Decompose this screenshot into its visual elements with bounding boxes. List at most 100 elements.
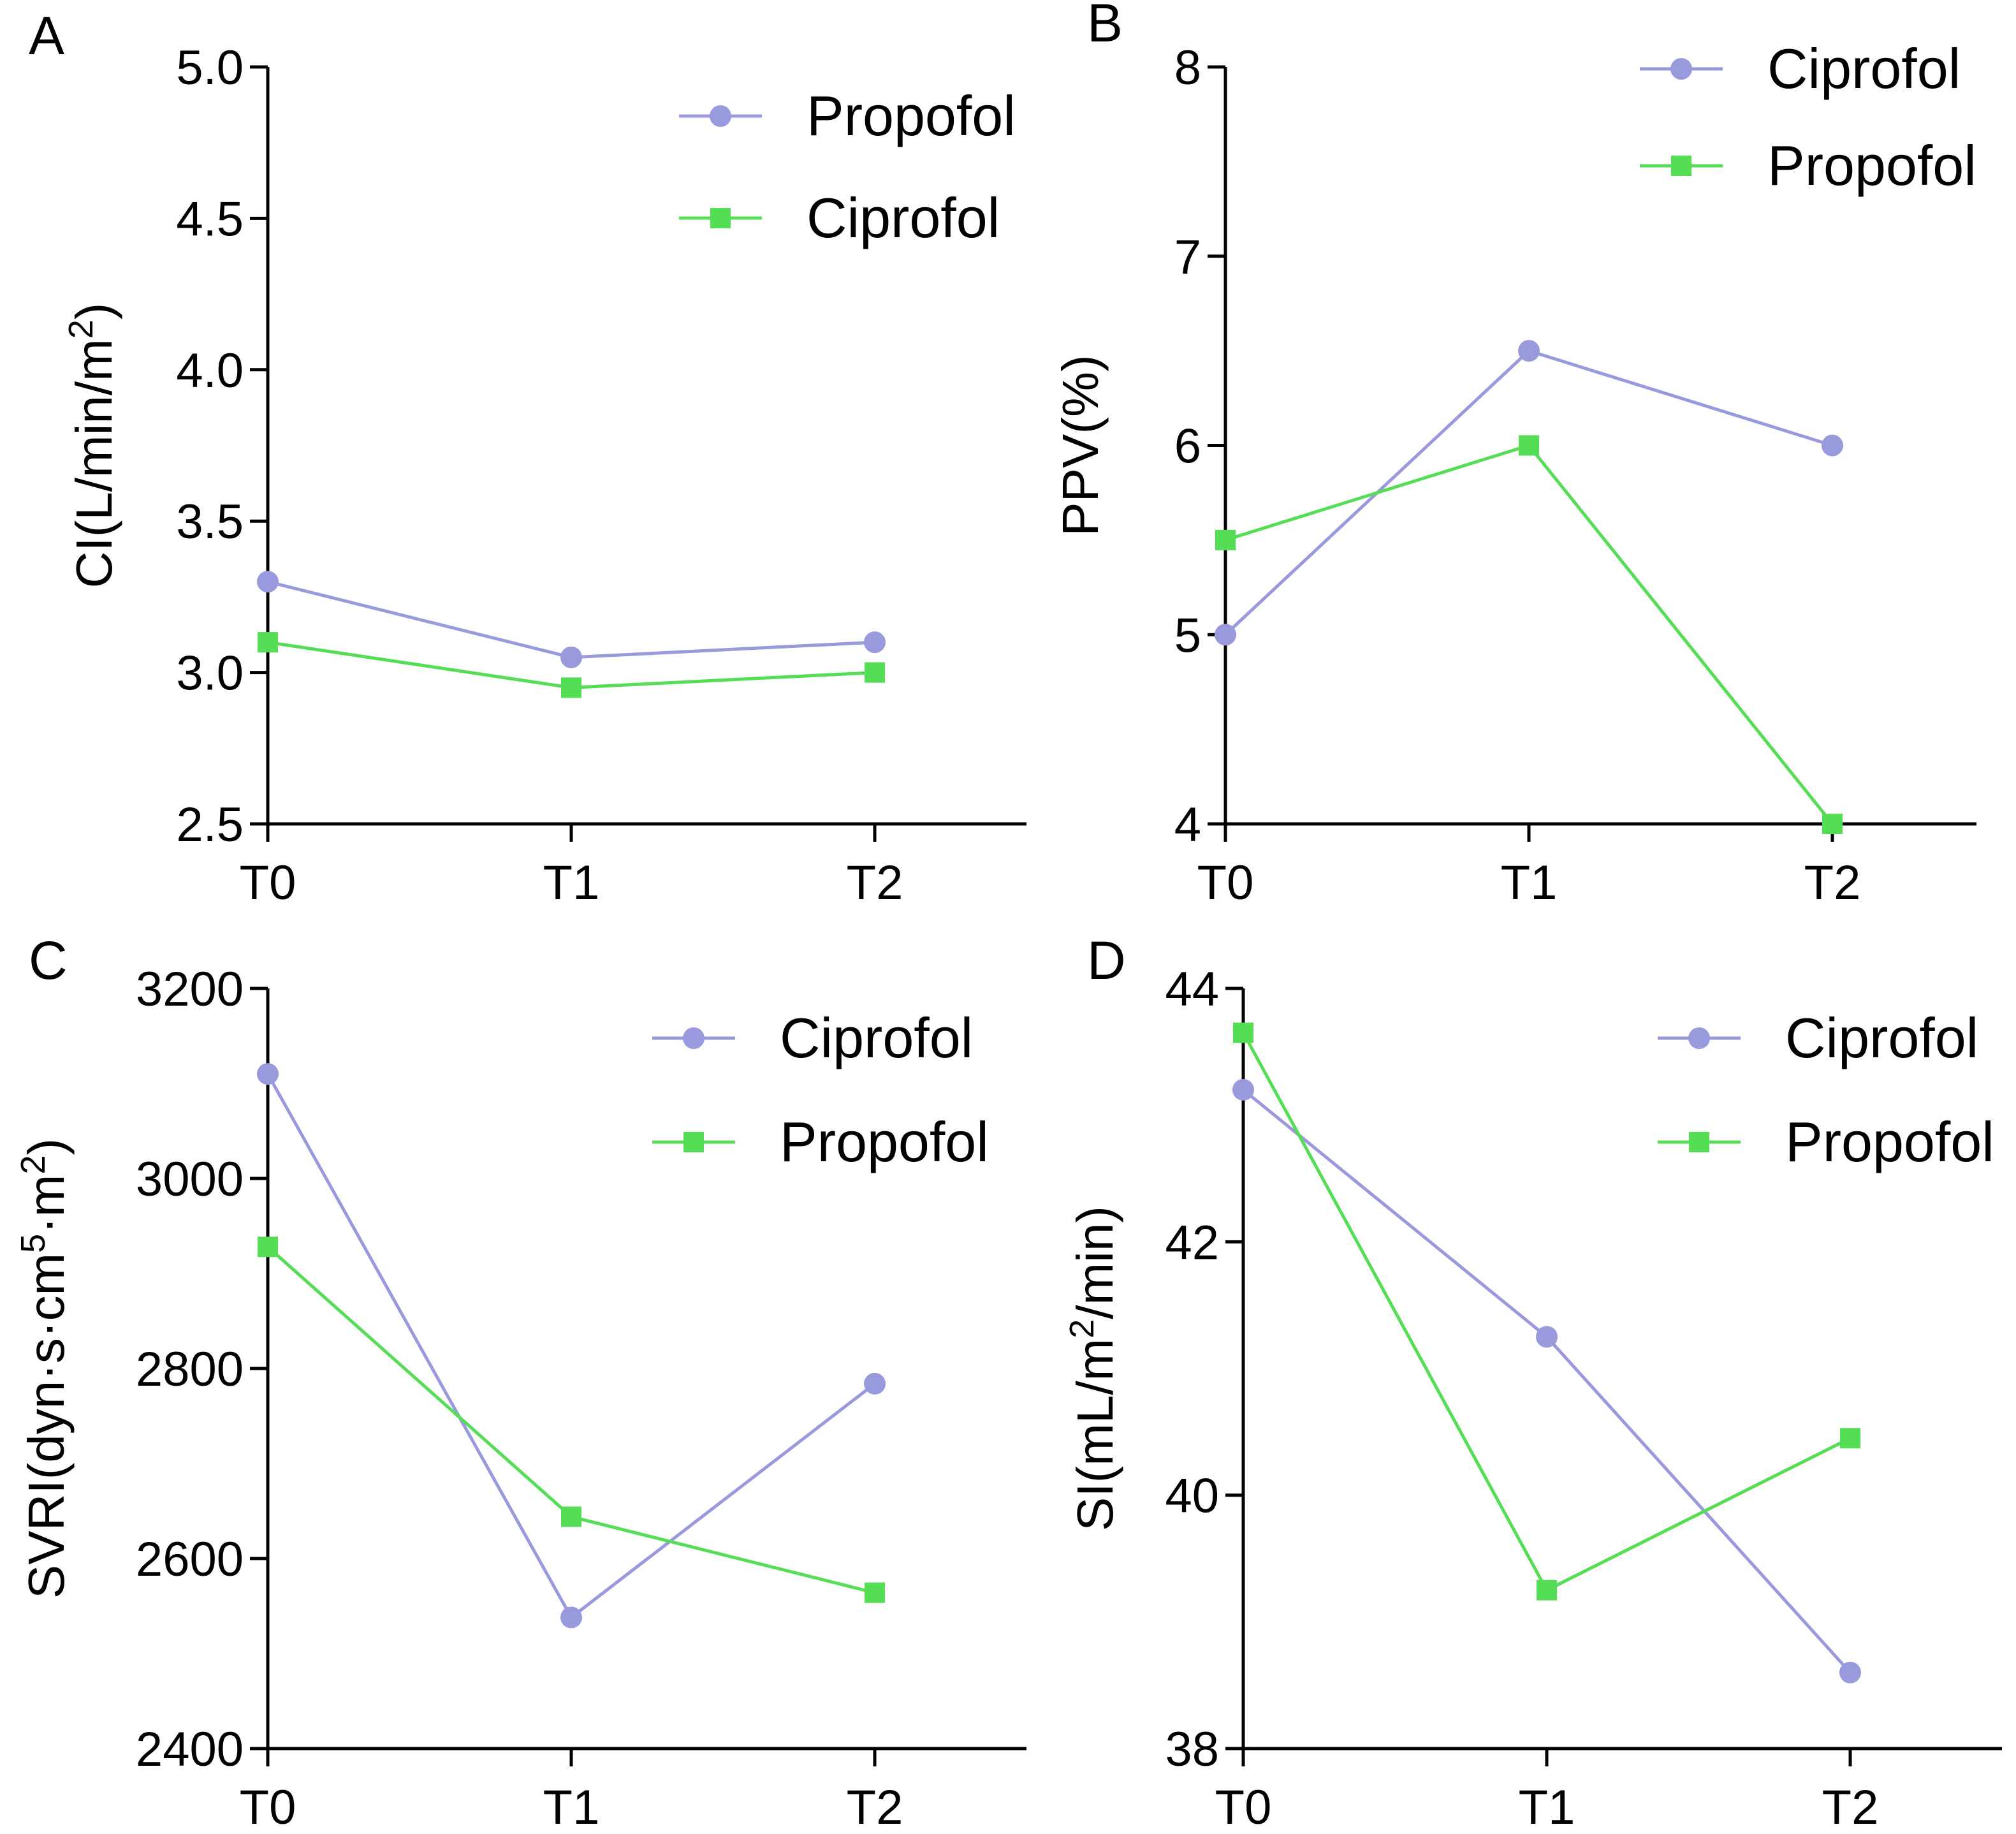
data-point-ciprofol (257, 1063, 279, 1085)
data-point-ciprofol (864, 1372, 886, 1395)
panel-letter: A (29, 6, 64, 66)
y-axis-title-part: PPV(%) (1052, 355, 1109, 536)
y-axis-title-part: CI(L/min/m (66, 339, 122, 588)
x-tick-label: T1 (543, 1780, 600, 1834)
y-tick-label: 3.5 (176, 495, 244, 549)
y-axis-title-part: SVRI(dyn·s·cm (18, 1253, 75, 1599)
data-point-propofol (1822, 814, 1843, 834)
legend-label: Ciprofol (1785, 1006, 1978, 1069)
series-line-propofol (267, 580, 875, 659)
legend-label: Propofol (807, 84, 1016, 147)
legend-label: Propofol (1785, 1110, 1994, 1173)
legend-marker (710, 208, 731, 228)
y-axis-title-superscript: 2 (62, 319, 100, 339)
y-tick-label: 2800 (136, 1342, 244, 1397)
legend-label: Propofol (780, 1110, 989, 1173)
data-point-propofol (1519, 435, 1539, 456)
x-tick-label: T1 (543, 856, 600, 910)
legend-label: Ciprofol (1767, 37, 1961, 100)
data-point-ciprofol (560, 1606, 582, 1629)
data-point-ciprofol (865, 662, 885, 683)
series-line-ciprofol (1224, 349, 1833, 636)
y-axis-title-part: /min) (1067, 1206, 1123, 1319)
data-point-propofol (257, 571, 279, 593)
data-point-propofol (865, 1582, 885, 1603)
data-point-propofol (1840, 1428, 1860, 1449)
panel-c: C 2400 2600 2800 3000 3200 T0 T1 T2 SVRI(dyn·s·cm… (14, 930, 1026, 1834)
y-tick-label: 42 (1165, 1215, 1219, 1270)
data-point-ciprofol (561, 677, 581, 698)
x-tick-label: T0 (1215, 1780, 1272, 1834)
x-tick-label: T0 (1197, 856, 1254, 910)
x-tick-label: T2 (1804, 856, 1861, 910)
y-axis-title: CI(L/min/m2) (62, 303, 122, 589)
data-point-ciprofol (1232, 1078, 1254, 1101)
legend-marker (1671, 156, 1691, 176)
legend-marker (1689, 1132, 1709, 1152)
y-tick-label: 3000 (136, 1152, 244, 1207)
y-tick-label: 8 (1174, 41, 1201, 95)
y-tick-label: 5.0 (176, 41, 244, 95)
y-axis-title: PPV(%) (1052, 355, 1109, 536)
x-tick-label: T0 (240, 856, 296, 910)
legend-marker (683, 1027, 705, 1049)
y-tick-label: 5 (1174, 608, 1201, 663)
y-tick-label: 3200 (136, 962, 244, 1016)
y-axis-title-part: ·m (18, 1175, 75, 1234)
y-tick-label: 44 (1165, 962, 1219, 1016)
y-axis-title-part: ) (18, 1138, 75, 1155)
data-point-propofol (1233, 1022, 1253, 1043)
legend-marker (1670, 58, 1692, 80)
y-tick-label: 38 (1165, 1722, 1219, 1777)
y-tick-label: 4 (1174, 798, 1201, 852)
y-axis-title-superscript: 5 (14, 1234, 52, 1253)
data-point-ciprofol (1215, 624, 1236, 646)
series-line-propofol (1225, 443, 1834, 825)
x-tick-label: T2 (1822, 1780, 1879, 1834)
y-tick-label: 4.5 (176, 192, 244, 246)
y-axis-title-superscript: 2 (1063, 1319, 1101, 1339)
y-axis-title-part: ) (66, 303, 122, 320)
y-axis-title-part: SI(mL/m (1067, 1339, 1123, 1531)
y-tick-label: 4.0 (176, 344, 244, 398)
y-tick-label: 7 (1174, 230, 1201, 284)
panel-b: B 4 5 6 7 8 T0 T1 T2 PPV(%) Ciprofol Propofol (1052, 0, 1976, 910)
panel-letter: C (29, 930, 68, 990)
data-point-propofol (258, 1236, 278, 1258)
y-axis-title: SI(mL/m2/min) (1063, 1206, 1123, 1531)
data-point-ciprofol (1518, 340, 1540, 362)
y-tick-label: 3.0 (176, 647, 244, 701)
panel-letter: B (1087, 0, 1123, 53)
data-point-ciprofol (1839, 1661, 1861, 1684)
legend-marker (710, 105, 731, 127)
x-tick-label: T1 (1519, 1780, 1575, 1834)
data-point-propofol (560, 646, 582, 668)
panel-d: D 38 40 42 44 T0 T1 T2 SI(mL/m2/min) Ciprofol Prop… (1063, 930, 2002, 1834)
panel-letter: D (1087, 930, 1126, 990)
series-line-propofol (1241, 1032, 1852, 1592)
data-point-propofol (864, 631, 886, 654)
data-point-propofol (1537, 1580, 1557, 1601)
series-line-propofol (267, 1245, 875, 1595)
x-tick-label: T2 (847, 856, 903, 910)
y-tick-label: 2600 (136, 1532, 244, 1587)
legend-marker (683, 1132, 704, 1152)
data-point-ciprofol (1822, 434, 1843, 457)
legend-label: Ciprofol (807, 186, 1000, 249)
data-point-ciprofol (1536, 1326, 1558, 1348)
y-axis-title: SVRI(dyn·s·cm5·m2) (14, 1138, 75, 1599)
x-tick-label: T2 (847, 1780, 903, 1834)
data-point-propofol (561, 1506, 581, 1527)
x-tick-label: T1 (1501, 856, 1558, 910)
x-tick-label: T0 (240, 1780, 296, 1834)
y-tick-label: 40 (1165, 1469, 1219, 1523)
data-point-ciprofol (258, 632, 278, 653)
y-tick-label: 6 (1174, 420, 1201, 474)
legend-label: Ciprofol (780, 1006, 973, 1069)
y-tick-label: 2.5 (176, 798, 244, 852)
legend-label: Propofol (1767, 134, 1976, 197)
y-axis-title-superscript: 2 (14, 1155, 52, 1175)
panel-a: A 2.5 3.0 3.5 4.0 4.5 5.0 T0 T1 T2 CI(L/min/m2) Pro… (29, 6, 1026, 910)
data-point-propofol (1215, 529, 1236, 550)
